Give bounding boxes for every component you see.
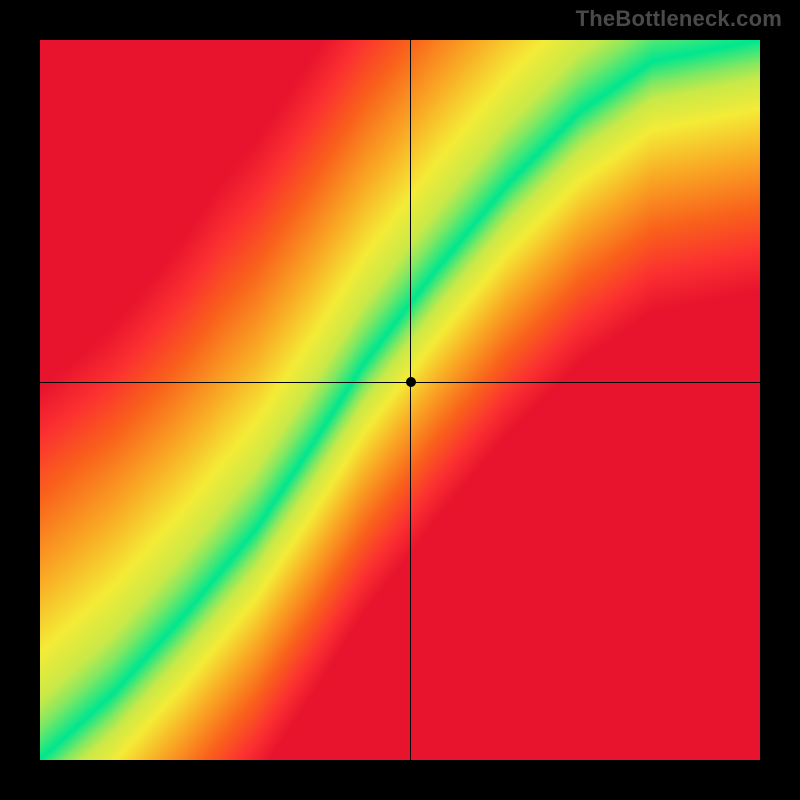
crosshair-marker-dot [406, 377, 416, 387]
heatmap-plot-area [40, 40, 760, 760]
crosshair-horizontal [40, 382, 760, 383]
heatmap-canvas [40, 40, 760, 760]
crosshair-vertical [410, 40, 411, 760]
watermark-text: TheBottleneck.com [576, 6, 782, 32]
